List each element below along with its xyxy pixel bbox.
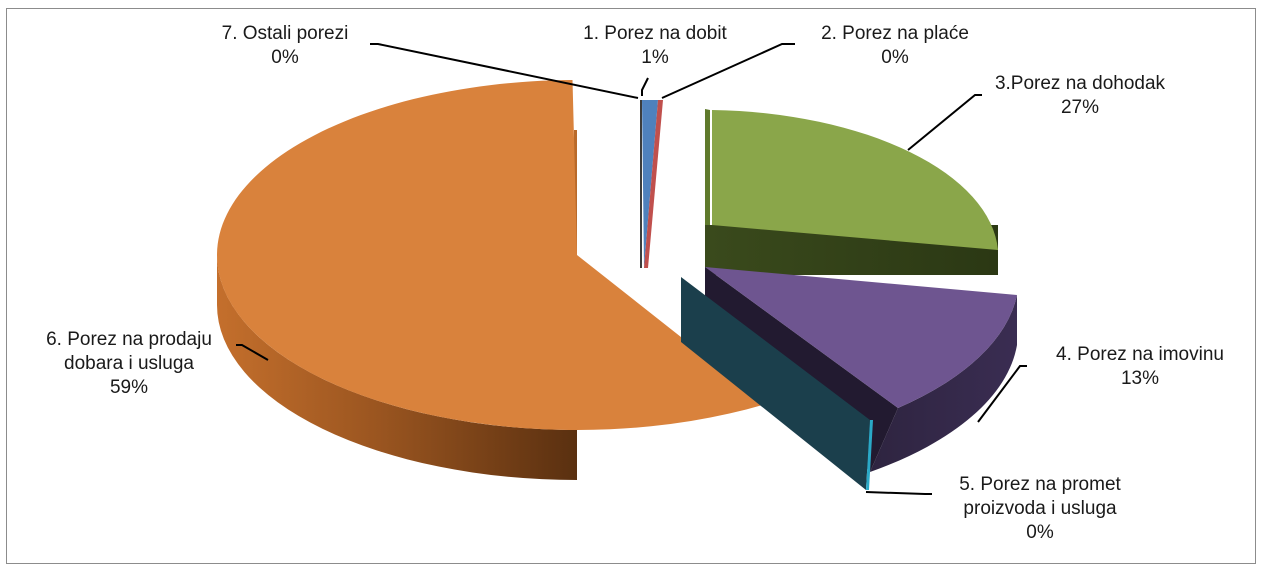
label-porez-na-imovinu: 4. Porez na imovinu 13% xyxy=(1056,344,1224,389)
leader-porez-na-promet xyxy=(865,491,932,495)
slice-porez-na-dobit xyxy=(642,100,658,268)
label-porez-na-prodaju: 6. Porez na prodaju dobara i usluga 59% xyxy=(46,329,212,398)
slice-side-porez-na-imovinu xyxy=(870,295,1017,472)
slice-ostali-porezi xyxy=(640,100,642,268)
leader-porez-na-place xyxy=(661,43,795,99)
label-ostali-porezi: 7. Ostali porezi 0% xyxy=(221,23,349,68)
slice-porez-na-imovinu xyxy=(705,267,1017,408)
label-porez-na-promet: 5. Porez na promet proizvoda i usluga 0% xyxy=(959,474,1121,543)
leader-porez-na-prodaju xyxy=(236,344,269,361)
leader-ostali-porezi xyxy=(370,43,639,99)
slice-edge-porez-na-dohodak xyxy=(705,109,710,225)
leader-porez-na-dobit xyxy=(641,77,649,96)
label-porez-na-dohodak: 3.Porez na dohodak 27% xyxy=(994,73,1166,118)
slice-side-porez-na-prodaju xyxy=(217,255,577,480)
label-porez-na-place: 2. Porez na plaće 0% xyxy=(821,23,969,68)
slice-porez-na-prodaju xyxy=(216,80,766,431)
chart-frame xyxy=(6,8,1256,564)
slice-porez-na-dohodak xyxy=(712,110,998,250)
leader-porez-na-imovinu xyxy=(977,365,1027,423)
slice-porez-na-place xyxy=(644,100,663,268)
slice-porez-na-promet xyxy=(681,277,870,490)
leader-porez-na-dohodak xyxy=(907,94,982,151)
label-porez-na-dobit: 1. Porez na dobit 1% xyxy=(583,23,727,68)
slice-edge-porez-na-promet xyxy=(866,420,873,490)
